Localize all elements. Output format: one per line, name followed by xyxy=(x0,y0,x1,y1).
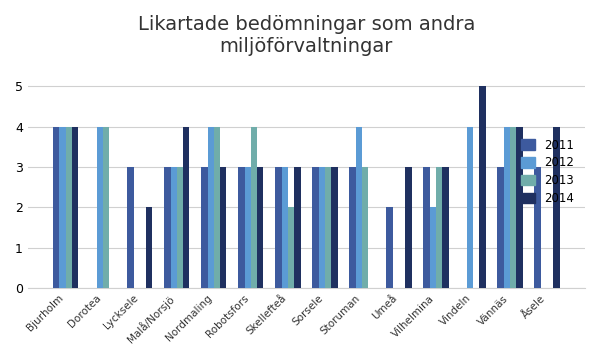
Bar xyxy=(405,167,412,288)
Bar xyxy=(245,167,251,288)
Bar xyxy=(281,167,288,288)
Legend: 2011, 2012, 2013, 2014: 2011, 2012, 2013, 2014 xyxy=(516,134,579,210)
Bar xyxy=(103,126,109,288)
Bar xyxy=(319,167,325,288)
Bar xyxy=(201,167,208,288)
Bar xyxy=(208,126,214,288)
Bar xyxy=(238,167,245,288)
Bar xyxy=(362,167,368,288)
Bar xyxy=(257,167,263,288)
Bar xyxy=(325,167,331,288)
Bar xyxy=(331,167,338,288)
Bar xyxy=(72,126,79,288)
Bar xyxy=(66,126,72,288)
Bar xyxy=(220,167,226,288)
Bar xyxy=(59,126,66,288)
Bar xyxy=(349,167,356,288)
Bar xyxy=(164,167,170,288)
Bar xyxy=(535,167,541,288)
Bar xyxy=(436,167,442,288)
Bar xyxy=(294,167,301,288)
Bar xyxy=(497,167,504,288)
Title: Likartade bedömningar som andra
miljöförvaltningar: Likartade bedömningar som andra miljöför… xyxy=(138,15,475,56)
Bar xyxy=(127,167,134,288)
Bar xyxy=(510,126,517,288)
Bar xyxy=(356,126,362,288)
Bar xyxy=(288,207,294,288)
Bar xyxy=(183,126,190,288)
Bar xyxy=(177,167,183,288)
Bar xyxy=(517,126,523,288)
Bar xyxy=(313,167,319,288)
Bar xyxy=(251,126,257,288)
Bar xyxy=(442,167,449,288)
Bar xyxy=(53,126,59,288)
Bar xyxy=(214,126,220,288)
Bar xyxy=(504,126,510,288)
Bar xyxy=(553,126,560,288)
Bar xyxy=(467,126,473,288)
Bar xyxy=(386,207,392,288)
Bar xyxy=(424,167,430,288)
Bar xyxy=(275,167,281,288)
Bar xyxy=(97,126,103,288)
Bar xyxy=(146,207,152,288)
Bar xyxy=(479,86,485,288)
Bar xyxy=(430,207,436,288)
Bar xyxy=(170,167,177,288)
